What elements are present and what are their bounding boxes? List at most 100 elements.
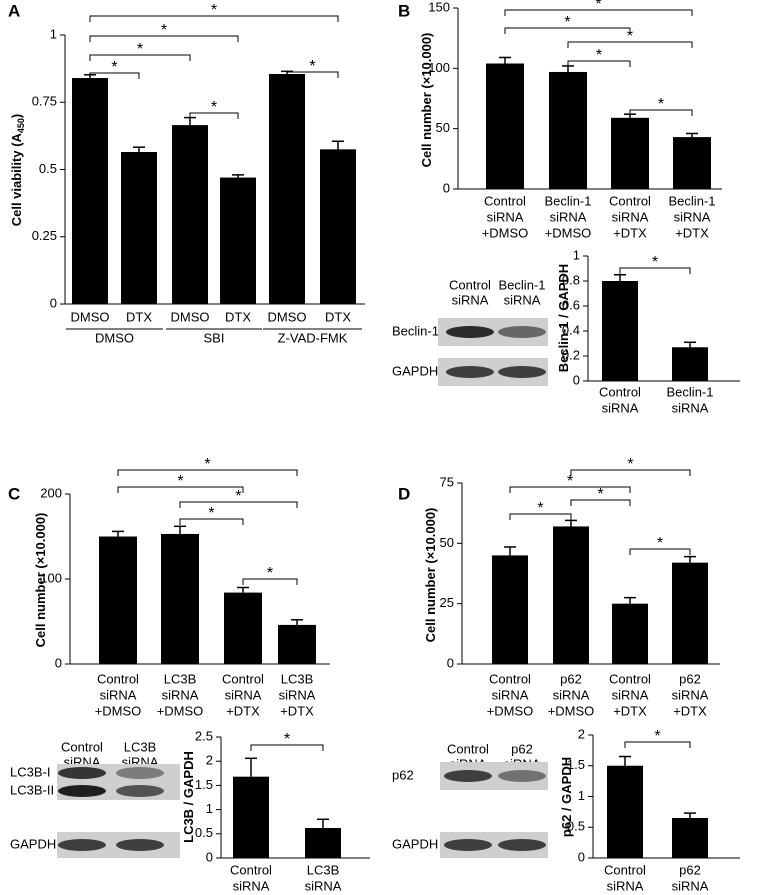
blot-row-label: GAPDH: [392, 836, 438, 851]
bar: [72, 78, 108, 304]
x-tick-label: siRNA: [553, 687, 590, 702]
group-label: SBI: [204, 330, 225, 345]
x-tick-label: siRNA: [612, 209, 649, 224]
significance-label: *: [595, 0, 601, 13]
significance-label: *: [596, 47, 602, 64]
significance-label: *: [211, 2, 217, 19]
x-tick-label: siRNA: [162, 687, 199, 702]
y-tick-label: 100: [428, 60, 450, 75]
blot-row-label: GAPDH: [392, 363, 438, 378]
x-tick-label: Control: [609, 671, 651, 686]
blot-column-label: p62: [511, 741, 533, 756]
bar: [305, 827, 341, 858]
chart-panel: 0255075ControlsiRNA+DMSOp62siRNA+DMSOCon…: [398, 456, 720, 718]
y-tick-label: 0.5: [195, 825, 213, 840]
x-tick-label: +DTX: [675, 225, 709, 240]
significance-bracket: [570, 469, 691, 476]
x-tick-label: LC3B: [281, 671, 314, 686]
panel-letter: A: [8, 1, 20, 20]
blot-band: [116, 767, 164, 779]
significance-label: *: [627, 28, 633, 45]
y-tick-label: 50: [440, 535, 454, 550]
bar: [607, 765, 643, 858]
x-tick-label: siRNA: [225, 687, 262, 702]
y-tick-label: 0.75: [32, 94, 57, 109]
bar: [99, 536, 137, 664]
blot-band: [444, 770, 492, 782]
x-tick-label: Control: [604, 862, 646, 877]
y-tick-label: 1.5: [567, 757, 585, 772]
significance-bracket: [624, 741, 691, 748]
y-axis-label-text: Beclin-1 / GAPDH: [556, 264, 571, 372]
x-tick-label: Control: [484, 193, 526, 208]
x-tick-label: +DTX: [226, 703, 260, 718]
blot-column-label: Control: [449, 277, 491, 292]
y-tick-label: 0.5: [567, 819, 585, 834]
significance-label: *: [111, 59, 117, 76]
y-axis-label-text: p62 / GAPDH: [559, 757, 574, 837]
x-tick-label: +DTX: [280, 703, 314, 718]
bar: [269, 74, 305, 304]
x-tick-label: p62: [679, 671, 701, 686]
x-tick-label: Control: [222, 671, 264, 686]
bar: [486, 63, 524, 189]
y-axis-label: LC3B / GAPDH: [181, 751, 196, 843]
y-tick-label: 1.5: [195, 777, 213, 792]
y-tick-label: 1: [578, 788, 585, 803]
significance-label: *: [137, 41, 143, 58]
blot-band: [116, 785, 164, 797]
significance-bracket: [570, 499, 631, 506]
x-tick-label: siRNA: [100, 687, 137, 702]
significance-label: *: [652, 254, 658, 271]
x-tick-label: siRNA: [487, 209, 524, 224]
x-tick-label: DMSO: [71, 309, 110, 324]
x-tick-label: +DTX: [613, 703, 647, 718]
x-tick-label: siRNA: [672, 687, 709, 702]
x-tick-label: +DMSO: [548, 703, 595, 718]
significance-label: *: [537, 500, 543, 517]
blot-column-label: LC3B: [124, 739, 157, 754]
bar: [220, 177, 256, 304]
significance-bracket: [89, 72, 140, 79]
y-tick-label: 0: [573, 372, 580, 387]
significance-bracket: [629, 109, 693, 116]
blot-row-label: Beclin-1: [392, 323, 439, 338]
significance-bracket: [89, 54, 191, 61]
x-tick-label: siRNA: [233, 878, 270, 893]
x-tick-label: siRNA: [672, 400, 709, 415]
x-tick-label: siRNA: [492, 687, 529, 702]
blot-band: [498, 839, 546, 851]
significance-label: *: [235, 488, 241, 505]
x-tick-label: siRNA: [305, 878, 342, 893]
significance-label: *: [627, 456, 633, 473]
significance-bracket: [117, 469, 298, 476]
blot-row-label: LC3B-I: [10, 764, 50, 779]
chart-panel: 0 0.25 0.5 0.75 1 DMSO DTX DMSO DTX DMSO DTX DMSO SB…: [8, 1, 365, 345]
x-tick-label: +DMSO: [157, 703, 204, 718]
blot-column-label: Control: [61, 739, 103, 754]
y-tick-label: 0.25: [32, 228, 57, 243]
y-tick-label: 0.2: [562, 347, 580, 362]
y-tick-label: 50: [436, 120, 450, 135]
blot-band: [58, 785, 106, 797]
y-tick-label: 0: [55, 655, 62, 670]
significance-bracket: [179, 518, 244, 525]
y-axis-label: p62 / GAPDH: [559, 757, 574, 837]
significance-label: *: [657, 535, 663, 552]
x-tick-label: siRNA: [602, 400, 639, 415]
x-tick-label: siRNA: [612, 687, 649, 702]
x-tick-label: Beclin-1: [669, 193, 716, 208]
blot-band: [498, 366, 546, 378]
significance-bracket: [286, 71, 339, 78]
bar: [672, 562, 708, 664]
significance-bracket: [179, 501, 298, 508]
y-axis-label-end: ): [9, 114, 24, 118]
significance-bracket: [189, 112, 239, 119]
group-label: DMSO: [95, 330, 134, 345]
y-axis-label-sub: 450: [16, 118, 26, 133]
x-tick-label: +DMSO: [487, 703, 534, 718]
significance-label: *: [597, 486, 603, 503]
bar: [233, 776, 269, 858]
panel-letter: B: [398, 1, 410, 20]
